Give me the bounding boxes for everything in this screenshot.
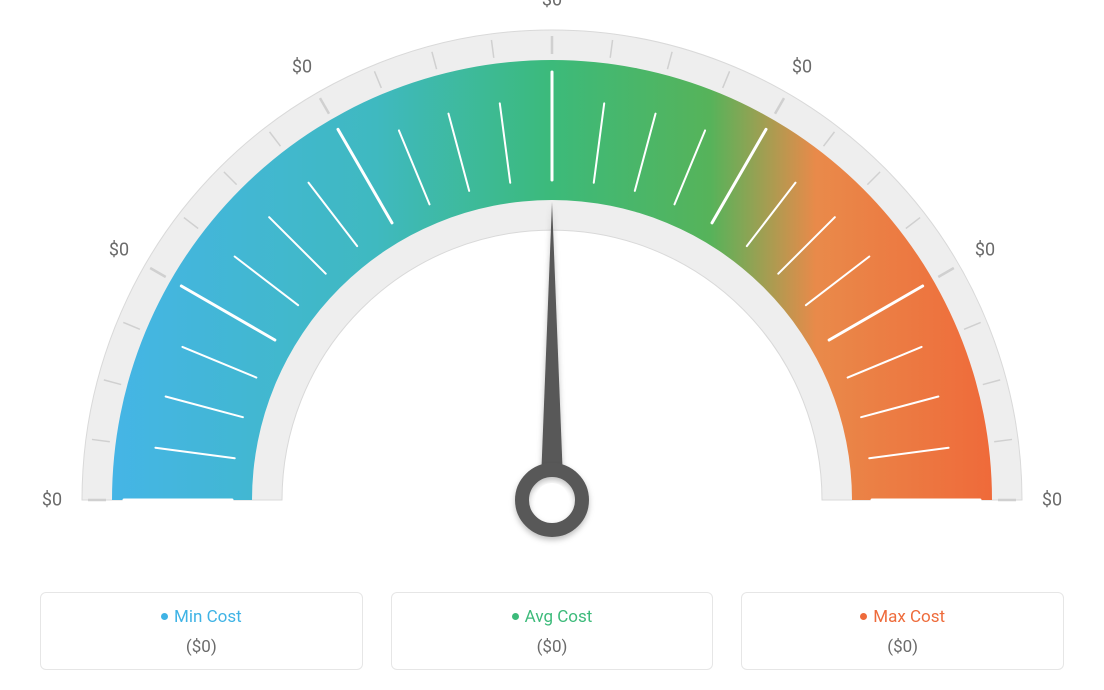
dot-icon [161,613,168,620]
gauge-scale-label: $0 [292,56,312,77]
gauge-scale-label: $0 [1042,490,1062,511]
legend-title-max: Max Cost [754,607,1051,627]
legend-value-avg: ($0) [404,637,701,657]
gauge-scale-label: $0 [975,240,995,261]
legend-title-avg: Avg Cost [404,607,701,627]
legend-card-min: Min Cost ($0) [40,592,363,670]
legend-row: Min Cost ($0) Avg Cost ($0) Max Cost ($0… [40,592,1064,670]
legend-title-min: Min Cost [53,607,350,627]
legend-title-text: Max Cost [873,607,945,627]
legend-title-text: Avg Cost [525,607,593,627]
legend-value-min: ($0) [53,637,350,657]
legend-title-text: Min Cost [174,607,242,627]
gauge-chart-container: $0 $0 $0 $0 $0 $0 $0 Min Cost ($0) Avg Cost ($… [0,0,1104,690]
gauge-scale-label: $0 [542,0,562,11]
gauge-scale-label: $0 [792,56,812,77]
gauge-scale-label: $0 [109,240,129,261]
dot-icon [512,613,519,620]
legend-card-avg: Avg Cost ($0) [391,592,714,670]
gauge-canvas [0,0,1104,560]
legend-card-max: Max Cost ($0) [741,592,1064,670]
gauge-scale-label: $0 [42,490,62,511]
dot-icon [860,613,867,620]
legend-value-max: ($0) [754,637,1051,657]
